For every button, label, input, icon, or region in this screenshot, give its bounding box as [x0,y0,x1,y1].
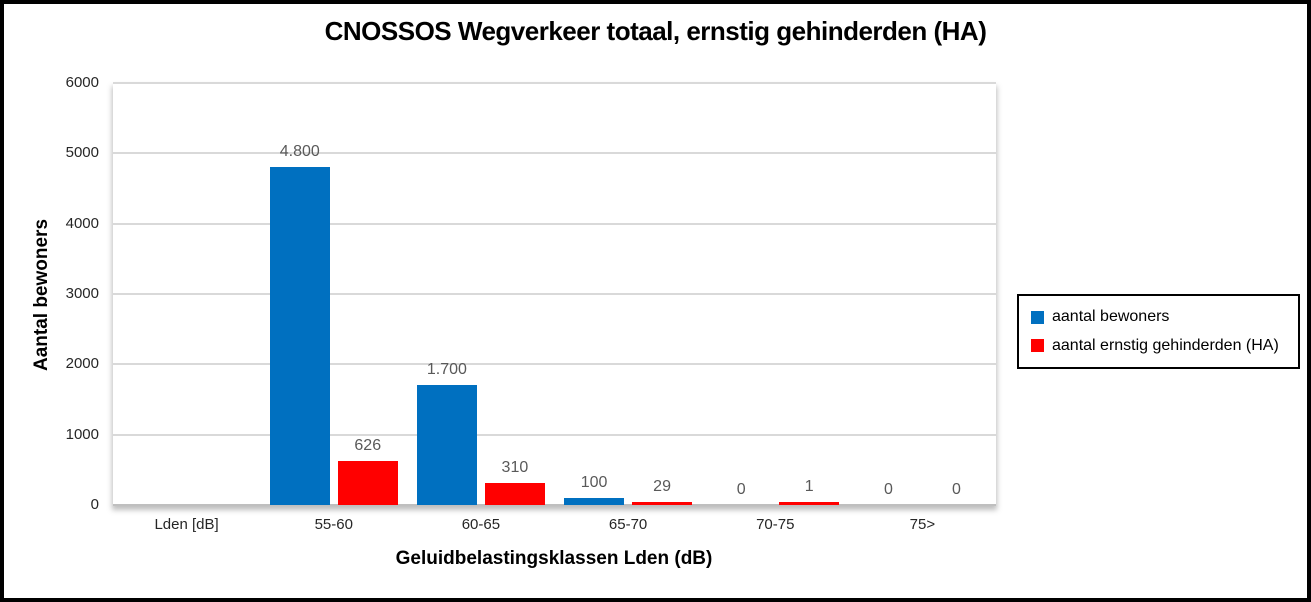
x-tick-label: 75> [909,516,936,533]
bar-gehinderden-65-70 [632,502,693,505]
data-label: 1 [804,478,814,495]
data-label: 100 [580,474,608,491]
y-tick-label: 6000 [65,74,99,91]
plot-area [113,82,996,506]
bar-gehinderden-70-75 [779,502,840,505]
bar-gehinderden-60-65 [484,483,545,505]
x-tick-label: Lden [dB] [154,516,219,533]
legend-item-gehinderden: aantal ernstig gehinderden (HA) [1031,337,1292,355]
data-label: 0 [736,481,746,498]
y-tick-label: 3000 [65,285,99,302]
bar-bewoners-60-65 [416,385,477,505]
legend-item-bewoners: aantal bewoners [1031,308,1292,326]
y-tick-label: 4000 [65,214,99,232]
data-label: 4.800 [279,143,320,160]
legend: aantal bewoners aantal ernstig gehinderd… [1017,294,1300,369]
data-label: 0 [883,481,893,498]
legend-label: aantal ernstig gehinderden (HA) [1052,336,1279,354]
legend-swatch-blue-icon [1031,310,1044,324]
legend-swatch-red-icon [1031,339,1044,353]
x-tick-label: 70-75 [756,516,795,533]
bar-bewoners-55-60 [269,167,330,505]
y-tick-label: 5000 [65,144,99,162]
bar-bewoners-65-70 [564,498,625,505]
data-label: 29 [653,478,671,495]
data-label: 1.700 [426,361,467,378]
gridline [113,293,996,295]
gridline [113,152,996,155]
y-tick-label: 1000 [65,425,99,443]
x-tick-label: 65-70 [608,516,648,533]
bar-gehinderden-55-60 [337,461,398,505]
data-label: 626 [354,437,382,454]
data-label: 0 [951,481,961,498]
x-tick-label: 60-65 [461,516,501,533]
chart-title: CNOSSOS Wegverkeer totaal, ernstig gehin… [324,16,987,46]
gridline [113,82,996,84]
gridline [113,222,996,225]
y-tick-label: 0 [90,496,99,513]
legend-label: aantal bewoners [1052,308,1170,326]
x-tick-label: 55-60 [314,516,353,533]
gridline [113,363,996,366]
x-axis-title: Geluidbelastingsklassen Lden (dB) [395,548,713,569]
x-axis-line [113,504,996,506]
y-tick-label: 2000 [65,355,99,373]
data-label: 310 [501,459,529,476]
gridline [113,433,996,436]
